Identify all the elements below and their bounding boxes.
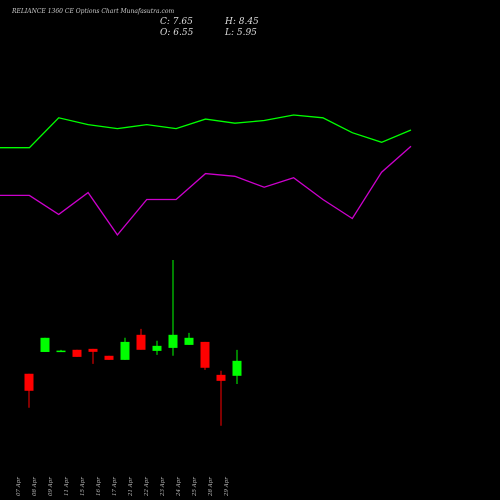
x-tick-label: 11 Apr — [64, 477, 70, 496]
high-label: H: 8.45 — [224, 17, 259, 27]
x-tick-label: 23 Apr — [160, 477, 166, 497]
candle-body — [168, 334, 178, 348]
x-tick-label: 24 Apr — [176, 477, 182, 497]
x-tick-label: 25 Apr — [192, 477, 198, 497]
indicator-line — [0, 145, 412, 236]
candle-body — [56, 350, 66, 353]
candle-body — [152, 345, 162, 351]
x-tick-label: 07 Apr — [16, 477, 22, 496]
candle-body — [184, 337, 194, 345]
candle-body — [136, 334, 146, 350]
x-tick-label: 16 Apr — [96, 477, 102, 496]
candle-body — [104, 355, 114, 360]
candle-body — [200, 341, 210, 368]
indicator-line — [0, 114, 412, 149]
candle-body — [24, 373, 34, 391]
x-tick-label: 29 Apr — [224, 477, 230, 497]
open-label: O: 6.55 — [160, 28, 194, 38]
x-tick-label: 22 Apr — [144, 477, 150, 497]
candle-body — [216, 374, 226, 381]
candle-body — [72, 349, 82, 357]
x-tick-label: 28 Apr — [208, 477, 214, 497]
x-tick-label: 09 Apr — [48, 477, 54, 496]
x-tick-label: 15 Apr — [80, 477, 86, 496]
candle-body — [40, 337, 50, 352]
x-tick-label: 08 Apr — [32, 477, 38, 496]
x-tick-label: 17 Apr — [112, 477, 118, 496]
candle-body — [232, 360, 242, 376]
chart-title: RELIANCE 1360 CE Options Chart Munafasut… — [11, 8, 174, 15]
close-label: C: 7.65 — [160, 17, 193, 27]
candle-body — [120, 341, 130, 360]
x-tick-label: 21 Apr — [128, 477, 134, 497]
low-label: L: 5.95 — [224, 28, 257, 38]
candle-body — [88, 348, 98, 352]
